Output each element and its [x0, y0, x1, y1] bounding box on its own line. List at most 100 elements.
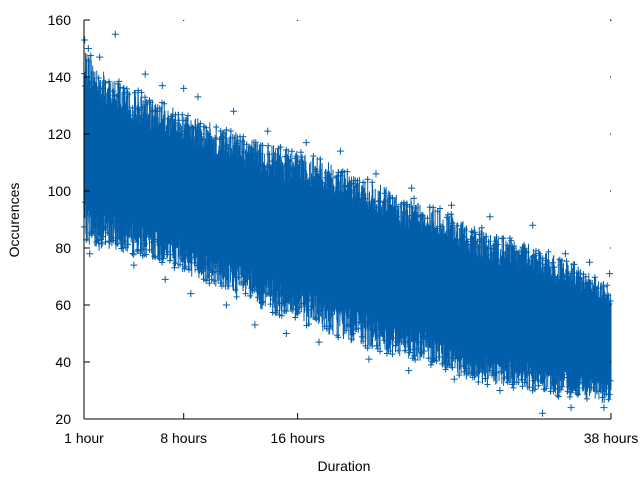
data-point	[421, 348, 428, 354]
data-point	[161, 100, 168, 107]
data-point	[508, 237, 515, 244]
data-point	[336, 147, 344, 155]
data-point	[130, 261, 138, 269]
data-point	[86, 250, 94, 258]
data-point	[130, 251, 137, 258]
data-point	[486, 213, 494, 221]
data-point	[138, 89, 145, 96]
data-point	[302, 139, 310, 147]
data-point	[111, 30, 119, 38]
data-point	[335, 334, 342, 341]
data-point	[401, 347, 408, 354]
x-tick-label: 38 hours	[584, 430, 638, 446]
data-point	[566, 393, 573, 400]
data-point	[430, 204, 437, 211]
data-point	[143, 251, 150, 258]
data-point	[125, 241, 132, 248]
data-point	[96, 53, 104, 61]
data-point	[539, 409, 547, 417]
x-tick-label: 8 hours	[160, 430, 207, 446]
data-point	[475, 379, 482, 385]
x-tick-label: 16 hours	[270, 430, 324, 446]
data-point	[531, 252, 538, 259]
y-tick-label: 120	[48, 126, 72, 142]
data-point	[373, 342, 380, 349]
data-point	[247, 292, 254, 299]
data-point	[395, 203, 402, 210]
data-point	[277, 144, 284, 150]
data-point	[185, 112, 191, 119]
data-point	[456, 372, 463, 379]
data-point	[196, 127, 203, 134]
data-point	[259, 298, 266, 305]
data-point	[583, 395, 590, 402]
data-point	[179, 111, 186, 118]
data-point	[464, 238, 471, 245]
data-point	[240, 133, 247, 140]
data-point	[142, 94, 148, 101]
data-point	[427, 361, 434, 368]
data-point	[197, 120, 204, 127]
data-point	[264, 127, 272, 135]
data-point	[227, 128, 234, 134]
data-point	[433, 358, 440, 364]
data-point	[213, 124, 220, 130]
data-point	[276, 154, 283, 161]
y-tick-label: 160	[48, 12, 72, 28]
data-point	[135, 87, 142, 94]
data-point	[483, 233, 490, 240]
data-point	[251, 321, 259, 329]
data-point	[81, 36, 89, 44]
data-point	[110, 88, 117, 95]
data-point	[84, 45, 92, 52]
data-point	[411, 352, 417, 359]
data-point	[95, 75, 102, 81]
data-point	[444, 211, 451, 218]
data-point	[88, 232, 95, 239]
data-point	[606, 391, 613, 398]
data-point	[182, 263, 189, 270]
y-tick-label: 40	[55, 354, 71, 370]
data-point	[343, 327, 350, 334]
data-point	[571, 261, 578, 268]
data-point	[243, 141, 250, 148]
data-point	[448, 201, 455, 209]
data-point	[510, 384, 517, 391]
data-point	[265, 142, 272, 149]
y-tick-label: 20	[55, 411, 71, 427]
data-point	[151, 253, 158, 260]
data-point	[591, 274, 598, 281]
data-point	[123, 85, 130, 92]
data-point	[194, 93, 202, 101]
data-point	[242, 290, 249, 297]
data-point	[344, 168, 351, 175]
data-point	[484, 245, 491, 252]
data-point	[159, 259, 165, 266]
data-point	[582, 273, 589, 280]
data-point	[299, 154, 306, 161]
data-point	[180, 84, 188, 92]
data-point	[600, 283, 607, 290]
data-point	[121, 238, 128, 245]
data-point-cloud-core	[84, 89, 611, 384]
data-point	[365, 355, 373, 363]
data-point	[529, 221, 537, 229]
data-point	[338, 169, 345, 176]
data-point	[231, 134, 238, 141]
y-tick-label: 100	[48, 183, 72, 199]
data-point	[437, 205, 443, 212]
data-point	[533, 247, 539, 254]
data-point	[554, 392, 561, 399]
data-point	[539, 255, 546, 262]
data-point	[105, 78, 112, 85]
data-point	[369, 179, 376, 186]
data-point	[547, 388, 554, 395]
data-point	[99, 240, 106, 247]
data-point	[230, 107, 238, 115]
data-point	[206, 280, 213, 287]
data-point	[225, 282, 232, 289]
data-point	[372, 170, 380, 178]
data-point	[116, 78, 122, 85]
data-point	[555, 393, 562, 400]
